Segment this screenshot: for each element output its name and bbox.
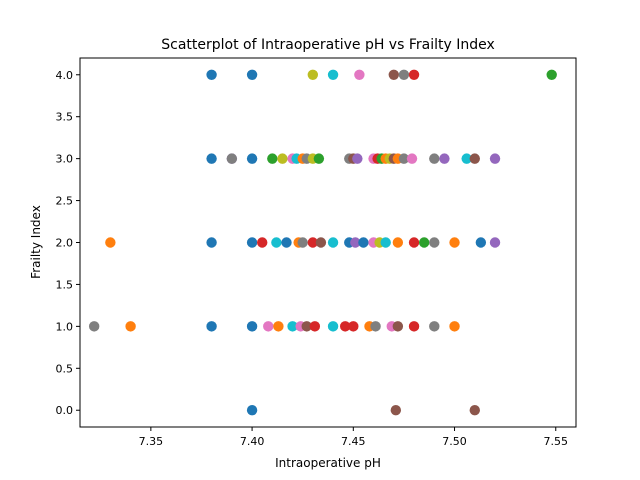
data-point bbox=[327, 69, 339, 80]
y-tick-label: 4.0 bbox=[56, 69, 74, 82]
data-point bbox=[388, 69, 399, 80]
data-point bbox=[354, 69, 365, 80]
data-point bbox=[390, 405, 402, 416]
y-tick-label: 1.5 bbox=[56, 278, 74, 291]
data-point bbox=[206, 237, 217, 248]
data-point bbox=[246, 405, 258, 416]
x-tick-label: 7.55 bbox=[544, 435, 569, 448]
data-point bbox=[246, 153, 258, 164]
y-tick-label: 2.5 bbox=[56, 195, 74, 208]
data-point bbox=[348, 321, 359, 332]
data-point bbox=[489, 153, 501, 164]
data-point bbox=[352, 153, 363, 164]
data-point bbox=[206, 69, 217, 80]
x-tick-label: 7.45 bbox=[341, 435, 366, 448]
data-point bbox=[350, 237, 361, 248]
x-axis-ticks: 7.35 7.40 7.45 7.50 7.55 bbox=[139, 427, 568, 448]
data-point bbox=[475, 237, 487, 248]
x-tick-label: 7.50 bbox=[442, 435, 467, 448]
y-tick-label: 2.0 bbox=[56, 237, 74, 250]
data-point bbox=[370, 321, 381, 332]
y-tick-label: 3.0 bbox=[56, 153, 74, 166]
data-point bbox=[429, 153, 440, 164]
data-point bbox=[408, 321, 420, 332]
y-axis-ticks: 0.0 0.5 1.0 1.5 2.0 2.5 3.0 3.5 4.0 bbox=[56, 69, 80, 417]
data-point bbox=[469, 405, 480, 416]
data-point bbox=[315, 237, 327, 248]
data-point bbox=[246, 69, 258, 80]
x-tick-label: 7.35 bbox=[139, 435, 164, 448]
data-point bbox=[226, 153, 238, 164]
y-tick-label: 3.5 bbox=[56, 111, 74, 124]
data-point bbox=[105, 237, 116, 248]
data-point bbox=[429, 321, 440, 332]
data-point bbox=[406, 153, 418, 164]
points-layer bbox=[88, 69, 557, 416]
data-point bbox=[327, 321, 339, 332]
data-point bbox=[392, 237, 404, 248]
data-point bbox=[277, 153, 288, 164]
data-point bbox=[340, 321, 351, 332]
data-point bbox=[408, 237, 420, 248]
chart-title: Scatterplot of Intraoperative pH vs Frai… bbox=[161, 37, 495, 53]
data-point bbox=[257, 237, 268, 248]
data-point bbox=[297, 237, 308, 248]
data-point bbox=[408, 69, 420, 80]
data-point bbox=[449, 237, 460, 248]
data-point bbox=[313, 153, 325, 164]
data-point bbox=[546, 69, 557, 80]
data-point bbox=[281, 237, 292, 248]
data-point bbox=[449, 321, 460, 332]
y-tick-label: 0.0 bbox=[56, 404, 74, 417]
data-point bbox=[307, 69, 319, 80]
data-point bbox=[287, 321, 298, 332]
data-point bbox=[418, 237, 430, 248]
data-point bbox=[271, 237, 282, 248]
data-point bbox=[206, 153, 217, 164]
data-point bbox=[246, 321, 258, 332]
data-point bbox=[469, 153, 480, 164]
data-point bbox=[327, 237, 339, 248]
y-axis-label: Frailty Index bbox=[29, 205, 43, 279]
data-point bbox=[461, 153, 472, 164]
data-point bbox=[439, 153, 450, 164]
x-axis-label: Intraoperative pH bbox=[275, 456, 381, 470]
data-point bbox=[392, 321, 404, 332]
data-point bbox=[489, 237, 501, 248]
data-point bbox=[309, 321, 321, 332]
data-point bbox=[398, 153, 410, 164]
x-tick-label: 7.40 bbox=[240, 435, 265, 448]
data-point bbox=[307, 237, 319, 248]
data-point bbox=[380, 237, 391, 248]
y-tick-label: 0.5 bbox=[56, 362, 74, 375]
y-tick-label: 1.0 bbox=[56, 320, 74, 333]
data-point bbox=[246, 237, 258, 248]
data-point bbox=[263, 321, 274, 332]
data-point bbox=[429, 237, 440, 248]
data-point bbox=[125, 321, 136, 332]
data-point bbox=[273, 321, 284, 332]
data-point bbox=[358, 237, 369, 248]
data-point bbox=[301, 321, 312, 332]
data-point bbox=[398, 69, 410, 80]
data-point bbox=[206, 321, 217, 332]
data-point bbox=[88, 321, 100, 332]
data-point bbox=[267, 153, 278, 164]
